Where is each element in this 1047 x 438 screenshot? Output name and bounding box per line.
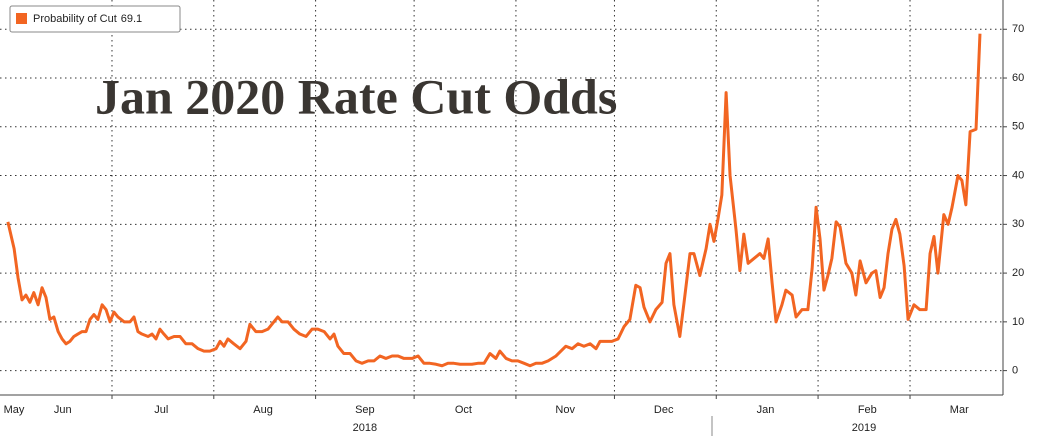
x-tick-label: Jul — [154, 404, 168, 416]
x-tick-label: Aug — [253, 404, 273, 416]
legend-last-value: 69.1 — [121, 13, 142, 25]
legend: Probability of Cut 69.1 — [9, 5, 181, 33]
line-series — [6, 33, 982, 368]
x-tick-label: Feb — [858, 404, 877, 416]
x-tick-label: Nov — [555, 404, 575, 416]
y-tick-label: 40 — [1012, 169, 1024, 181]
legend-box — [9, 5, 181, 33]
plot-area — [6, 33, 982, 368]
y-tick-label: 30 — [1012, 218, 1024, 230]
x-tick-label: Jan — [757, 404, 775, 416]
x-tick-label: Oct — [455, 404, 472, 416]
chart-title: Jan 2020 Rate Cut Odds — [95, 68, 617, 124]
x-tick-label: Dec — [654, 404, 674, 416]
y-tick-label: 0 — [1012, 365, 1018, 377]
y-tick-label: 10 — [1012, 316, 1024, 328]
year-label: 2018 — [353, 422, 377, 434]
year-label: 2019 — [852, 422, 876, 434]
x-tick-label: Jun — [54, 404, 72, 416]
legend-swatch — [16, 13, 27, 24]
y-tick-label: 50 — [1012, 121, 1024, 133]
legend-label: Probability of Cut — [33, 13, 117, 25]
y-tick-label: 60 — [1012, 72, 1024, 84]
x-tick-label: May — [4, 404, 25, 416]
y-tick-label: 20 — [1012, 267, 1024, 279]
x-tick-label: Sep — [355, 404, 375, 416]
x-tick-label: Mar — [950, 404, 969, 416]
y-tick-label: 70 — [1012, 23, 1024, 35]
